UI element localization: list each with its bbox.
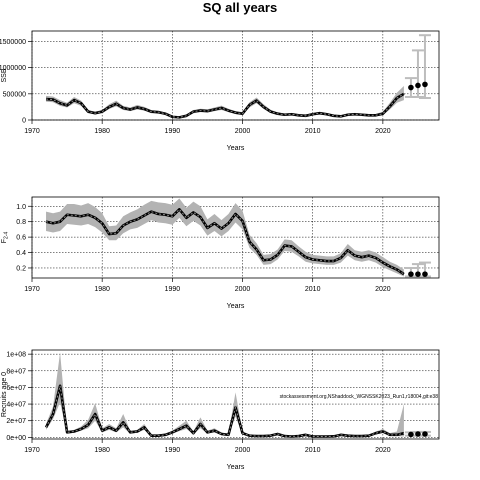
- f-panel: 1970 1980 1990 2000 2010 2020 0.2 0.4 0.6 0.8 1.0 Y…: [1, 196, 440, 310]
- projection-point: [408, 271, 414, 277]
- y-tick-label: 1.0: [16, 204, 26, 211]
- x-axis-label: Years: [227, 464, 245, 471]
- estimate-line: [45, 92, 405, 119]
- y-axis-label: Recruits age 0: [1, 372, 8, 417]
- y-axis-label: F2-4: [1, 232, 10, 244]
- x-tick-label: 2000: [235, 128, 251, 135]
- y-tick-label: 500000: [3, 91, 26, 98]
- x-tick-label: 2000: [235, 447, 251, 454]
- x-tick-label: 1990: [165, 447, 181, 454]
- projection-point: [408, 84, 414, 91]
- x-tick-label: 1980: [94, 286, 110, 293]
- estimate-line-dash: [45, 385, 405, 438]
- x-axis-label: Years: [227, 145, 245, 152]
- y-tick-label: 0.6: [16, 235, 26, 242]
- x-tick-label: 1980: [94, 128, 110, 135]
- y-tick-label: 1000000: [0, 65, 26, 72]
- projection-point: [422, 431, 428, 437]
- y-tick-label: 8e+07: [6, 368, 26, 375]
- figure-title: SQ all years: [203, 0, 277, 15]
- x-tick-label: 1970: [24, 286, 40, 293]
- plot-frame: [31, 30, 440, 121]
- y-axis-label-subscript: 2-4: [4, 232, 10, 239]
- y-tick-label: 4e+07: [6, 402, 26, 409]
- y-tick-label: 0.4: [16, 250, 26, 257]
- x-tick-label: 2010: [305, 128, 321, 135]
- y-axis-label-main: F: [1, 239, 8, 243]
- y-tick-label: 1e+08: [6, 352, 26, 359]
- projection-point: [415, 271, 421, 277]
- x-tick-label: 2020: [375, 447, 391, 454]
- projection-point: [415, 431, 421, 437]
- confidence-band: [46, 198, 404, 277]
- provenance-annotation: stockassessment.org,NShaddock_WGNSSK2023…: [280, 394, 439, 400]
- y-tick-label: 0e+00: [6, 435, 26, 442]
- x-tick-label: 1990: [165, 286, 181, 293]
- projection-point: [422, 81, 428, 88]
- x-tick-label: 1980: [94, 447, 110, 454]
- y-tick-label: 0.2: [16, 265, 26, 272]
- estimate-line-dash: [45, 93, 405, 118]
- y-tick-label: 0.8: [16, 219, 26, 226]
- projection-point: [415, 82, 421, 89]
- y-axis-label: SSB: [1, 68, 8, 82]
- x-tick-label: 2000: [235, 286, 251, 293]
- x-tick-label: 1970: [24, 447, 40, 454]
- y-tick-label: 0: [22, 118, 26, 125]
- recruits-panel: 1970 1980 1990 2000 2010 2020 0e+00 2e+07 4e+07 6…: [1, 349, 440, 471]
- x-tick-label: 1970: [24, 128, 40, 135]
- x-tick-label: 1990: [165, 128, 181, 135]
- y-tick-label: 6e+07: [6, 385, 26, 392]
- x-tick-label: 2020: [375, 128, 391, 135]
- plot-frame: [31, 196, 440, 279]
- y-tick-label: 1500000: [0, 39, 26, 46]
- plot-frame: [31, 349, 440, 440]
- projection-point: [408, 431, 414, 438]
- x-axis-label: Years: [227, 303, 245, 310]
- x-tick-label: 2010: [305, 447, 321, 454]
- x-tick-label: 2020: [375, 286, 391, 293]
- x-tick-label: 2010: [305, 286, 321, 293]
- projection-point: [422, 271, 428, 277]
- estimate-line-dash: [45, 208, 405, 275]
- y-tick-label: 2e+07: [6, 418, 26, 425]
- ssb-panel: 1970 1980 1990 2000 2010 2020 0 500000 1000000 15…: [0, 30, 440, 152]
